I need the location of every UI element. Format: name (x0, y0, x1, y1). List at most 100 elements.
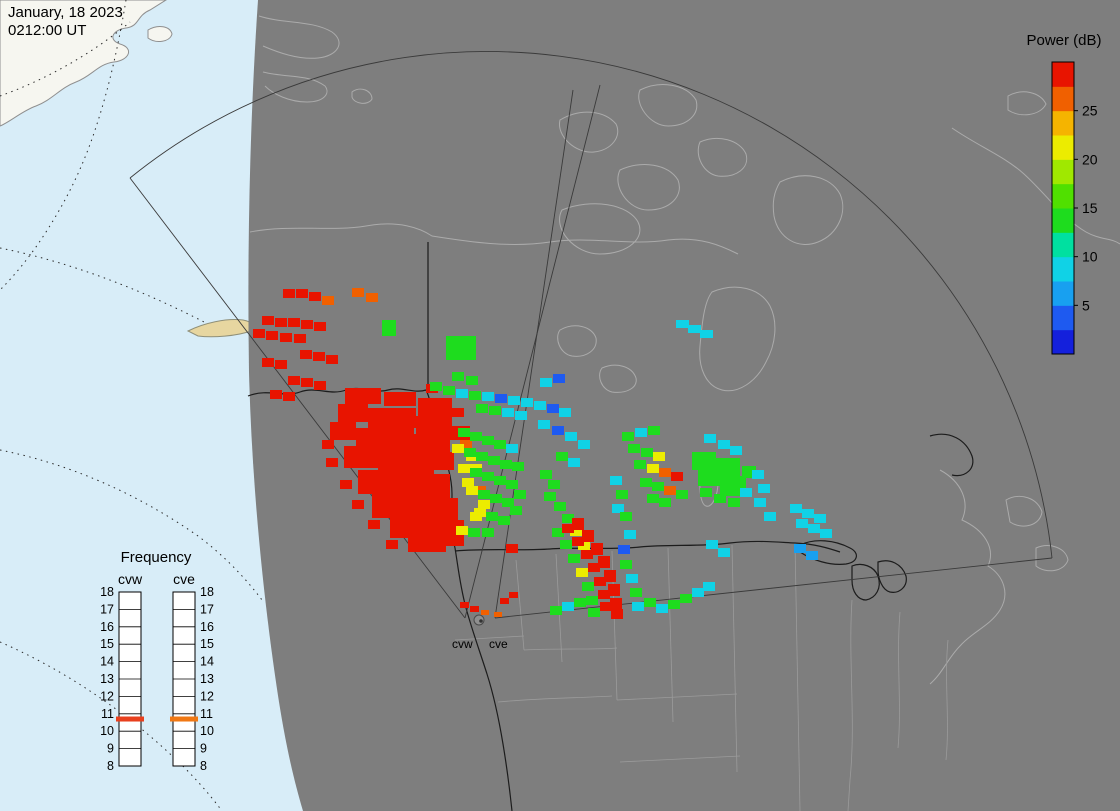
echo-cell (390, 518, 430, 538)
colorbar-bin (1052, 62, 1074, 87)
colorbar-tick-label: 20 (1082, 151, 1098, 167)
echo-cell (647, 464, 659, 473)
echo-cell (470, 606, 479, 612)
echo-cell (548, 480, 560, 489)
echo-cell (326, 355, 338, 364)
colorbar-bin (1052, 208, 1074, 233)
echo-cell (452, 408, 464, 417)
echo-cell (280, 333, 292, 342)
echo-cell (624, 530, 636, 539)
echo-cell (692, 588, 704, 597)
echo-cell (576, 568, 588, 577)
radar-site-label-cvw: cvw (452, 637, 473, 651)
echo-cell (728, 498, 740, 507)
gauge-tick-label: 9 (107, 742, 114, 756)
echo-cell (648, 426, 660, 435)
echo-cell (313, 352, 325, 361)
echo-cell (540, 470, 552, 479)
echo-cell (262, 316, 274, 325)
echo-cell (452, 372, 464, 381)
echo-cell (588, 563, 600, 572)
echo-cell (253, 329, 265, 338)
echo-cell (698, 470, 720, 486)
echo-cell (494, 476, 506, 485)
echo-cell (510, 506, 522, 515)
radar-site-label-cve: cve (489, 637, 508, 651)
echo-cell (382, 320, 396, 336)
echo-cell (275, 360, 287, 369)
gauge-tick-label: 18 (200, 585, 214, 599)
echo-cell (266, 331, 278, 340)
echo-cell (622, 432, 634, 441)
echo-cell (345, 388, 381, 404)
echo-cell (416, 416, 452, 434)
echo-cell (314, 322, 326, 331)
echo-cell (309, 292, 321, 301)
echo-cell (554, 502, 566, 511)
echo-cell (443, 386, 455, 395)
gauge-tick-label: 8 (200, 759, 207, 773)
echo-cell (626, 574, 638, 583)
echo-cell (478, 490, 490, 499)
echo-cell (288, 318, 300, 327)
gauge-label-cve: cve (173, 571, 195, 587)
echo-cell (418, 398, 452, 416)
echo-cell (578, 440, 590, 449)
echo-cell (610, 476, 622, 485)
echo-cell (506, 444, 518, 453)
echo-cell (630, 588, 642, 597)
echo-cell (802, 509, 814, 518)
echo-cell (730, 446, 742, 455)
echo-cell (458, 428, 470, 437)
colorbar-bin (1052, 232, 1074, 257)
echo-cell (620, 512, 632, 521)
echo-cell (659, 468, 671, 477)
echo-cell (632, 602, 644, 611)
echo-cell (806, 551, 818, 560)
echo-cell (581, 550, 593, 559)
echo-cell (820, 529, 832, 538)
echo-cell (408, 538, 446, 552)
echo-cell (688, 325, 701, 333)
echo-cell (502, 408, 514, 417)
echo-cell (612, 504, 624, 513)
gauge-tick-label: 16 (100, 620, 114, 634)
gauge-label-cvw: cvw (118, 571, 143, 587)
echo-cell (664, 486, 676, 495)
echo-cell (476, 452, 488, 461)
echo-cell (754, 498, 766, 507)
colorbar-bin (1052, 305, 1074, 330)
echo-cell (586, 596, 598, 605)
echo-cell (482, 436, 494, 445)
echo-cell (582, 582, 594, 591)
echo-cell (372, 494, 416, 518)
echo-cell (509, 592, 518, 598)
echo-cell (468, 528, 480, 537)
echo-cell (464, 448, 476, 457)
echo-cell (456, 389, 468, 398)
echo-cell (594, 577, 606, 586)
echo-cell (588, 608, 600, 617)
echo-cell (714, 494, 726, 503)
echo-cell (508, 396, 520, 405)
echo-cell (358, 470, 398, 494)
echo-cell (386, 540, 398, 549)
echo-cell (521, 398, 533, 407)
echo-cell (534, 401, 546, 410)
echo-cell (476, 404, 488, 413)
echo-cell (796, 519, 808, 528)
echo-cell (430, 382, 442, 391)
echo-cell (641, 448, 653, 457)
echo-cell (458, 464, 470, 473)
echo-cell (326, 458, 338, 467)
echo-cell (680, 594, 692, 603)
echo-cell (659, 498, 671, 507)
echo-cell (572, 537, 584, 546)
echo-cell (544, 492, 556, 501)
echo-cell (338, 404, 368, 422)
echo-cell (562, 524, 574, 533)
echo-cell (262, 358, 274, 367)
echo-cell (703, 582, 715, 591)
gauge-tick-label: 8 (107, 759, 114, 773)
echo-cell (470, 432, 482, 441)
